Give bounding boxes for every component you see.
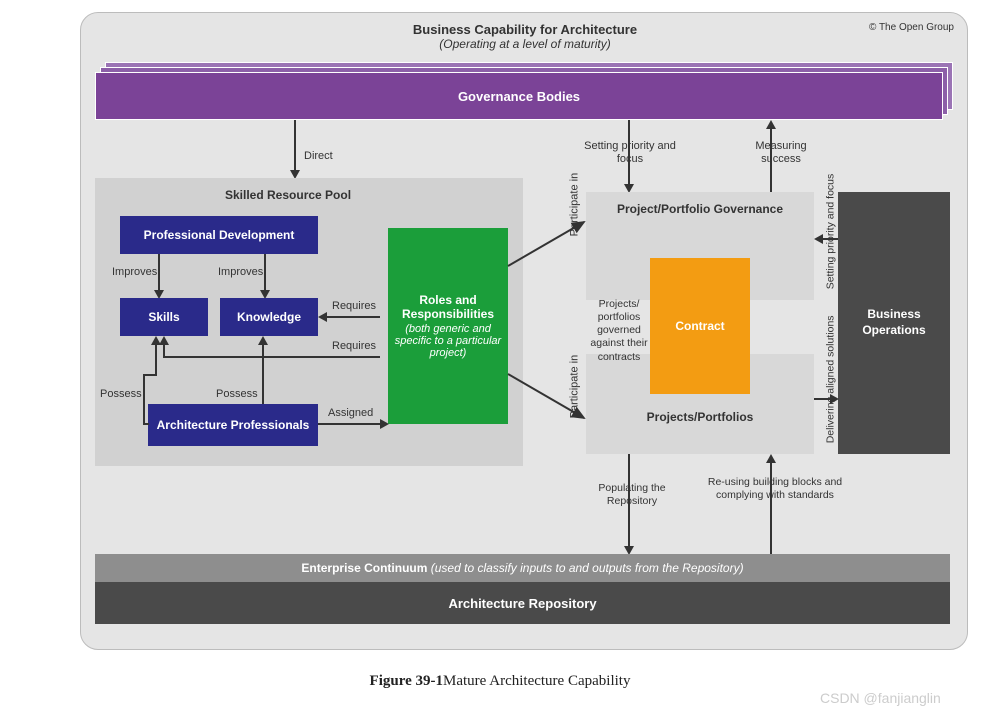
- arrow-requires-bot-v: [163, 344, 165, 358]
- arrow-requires-top-head: [318, 312, 327, 322]
- arrow-possess-l-h2: [143, 423, 149, 425]
- roles-title: Roles and Responsibilities: [394, 293, 502, 321]
- label-requires-bot: Requires: [332, 340, 376, 353]
- arrow-requires-top: [326, 316, 380, 318]
- outer-title: Business Capability for Architecture: [300, 22, 750, 38]
- copyright: © The Open Group: [844, 22, 954, 34]
- arrow-possess-r: [262, 344, 264, 404]
- arrow-improves-l: [158, 254, 160, 290]
- label-delivering: Delivering aligned solutions: [825, 353, 838, 443]
- arrow-measuring-head: [766, 120, 776, 129]
- pp-title: Projects/Portfolios: [600, 410, 800, 424]
- label-improves-r: Improves: [218, 266, 263, 279]
- knowledge-box: Knowledge: [220, 298, 318, 336]
- roles-sub: (both generic and specific to a particul…: [394, 323, 502, 359]
- label-measuring: Measuring success: [736, 140, 826, 166]
- label-possess-r: Possess: [216, 388, 258, 401]
- ppg-title: Project/Portfolio Governance: [600, 202, 800, 218]
- skills-box: Skills: [120, 298, 208, 336]
- arrow-assigned-head: [380, 419, 389, 429]
- arrow-possess-l-h: [143, 374, 155, 376]
- arch-pros-box: Architecture Professionals: [148, 404, 318, 446]
- arrow-possess-l-v: [143, 374, 145, 424]
- figure-caption: Figure 39-1 Mature Architecture Capabili…: [250, 672, 750, 690]
- roles-box: Roles and Responsibilities (both generic…: [388, 228, 508, 424]
- label-improves-l: Improves: [112, 266, 157, 279]
- arrow-possess-r-head: [258, 336, 268, 345]
- label-setting-side: Setting priority and focus: [825, 199, 838, 289]
- label-participate-top: Participate in: [568, 165, 581, 245]
- continuum-box: Enterprise Continuum (used to classify i…: [95, 554, 950, 582]
- continuum-italic: (used to classify inputs to and outputs …: [427, 561, 743, 575]
- biz-ops-box: Business Operations: [838, 192, 950, 454]
- roles-inner: Roles and Responsibilities (both generic…: [394, 293, 502, 359]
- arrow-setting-side-head: [814, 234, 823, 244]
- label-setting-priority-top: Setting priority and focus: [575, 140, 685, 166]
- continuum-bold: Enterprise Continuum: [301, 561, 427, 575]
- label-reusing: Re-using building blocks and complying w…: [700, 476, 850, 502]
- label-populating: Populating the Repository: [572, 482, 692, 508]
- label-participate-bot: Participate in: [568, 347, 581, 427]
- diagram-canvas: Business Capability for Architecture (Op…: [0, 0, 994, 714]
- contract-box: Contract: [650, 258, 750, 394]
- caption-fig: Figure 39-1: [370, 672, 443, 690]
- arrow-possess-l-v2: [155, 344, 157, 376]
- arrow-improves-r: [264, 254, 266, 290]
- arrow-requires-bot-h: [164, 356, 380, 358]
- prof-dev-box: Professional Development: [120, 216, 318, 254]
- label-assigned: Assigned: [328, 407, 373, 420]
- governance-bodies: Governance Bodies: [95, 72, 943, 120]
- caption-title: Mature Architecture Capability: [443, 672, 630, 690]
- label-requires-top: Requires: [332, 300, 376, 313]
- watermark: CSDN @fanjianglin: [820, 690, 941, 706]
- label-direct: Direct: [304, 150, 333, 163]
- arrow-direct: [294, 120, 296, 170]
- label-governed: Projects/ portfolios governed against th…: [584, 298, 654, 364]
- arrow-reusing-head: [766, 454, 776, 463]
- arrow-assigned: [318, 423, 380, 425]
- outer-subtitle: (Operating at a level of maturity): [300, 37, 750, 51]
- label-possess-l: Possess: [100, 388, 142, 401]
- repository-box: Architecture Repository: [95, 582, 950, 624]
- outer-subtitle-text: Operating at a level of maturity: [443, 37, 606, 51]
- pool-title: Skilled Resource Pool: [225, 188, 351, 202]
